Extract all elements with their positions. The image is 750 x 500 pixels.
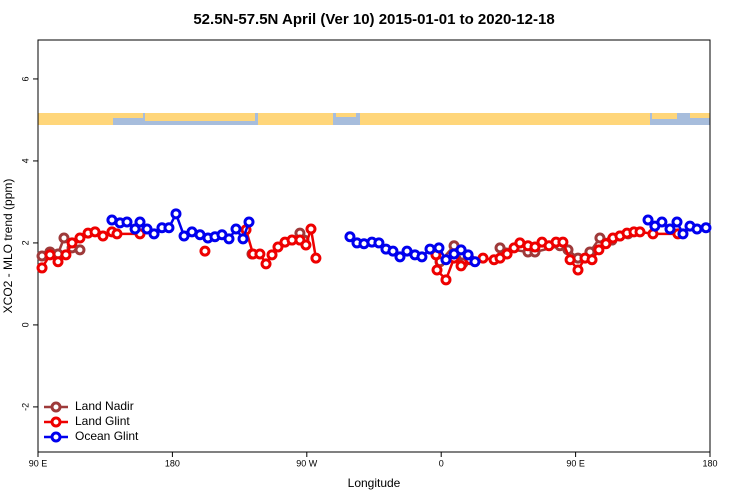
x-axis-label: Longitude [348, 476, 401, 490]
data-point [469, 256, 481, 268]
data-point [97, 230, 109, 242]
data-point [642, 214, 654, 226]
data-point [66, 237, 78, 249]
y-axis-label: XCO2 - MLO trend (ppm) [1, 179, 15, 314]
x-tick-label: 90 E [566, 458, 585, 468]
data-point [593, 244, 605, 256]
data-point [163, 222, 175, 234]
data-point [170, 208, 182, 220]
legend-marker [50, 431, 62, 443]
data-point [440, 274, 452, 286]
x-tick-label: 90 E [29, 458, 48, 468]
data-point [664, 223, 676, 235]
data-point [260, 258, 272, 270]
data-point [416, 251, 428, 263]
legend-marker [50, 401, 62, 413]
legend-label: Land Nadir [75, 399, 134, 413]
data-point [305, 223, 317, 235]
data-point [129, 223, 141, 235]
data-point [691, 223, 703, 235]
legend-marker [50, 416, 62, 428]
data-point [310, 252, 322, 264]
x-tick-label: 180 [165, 458, 180, 468]
data-point [586, 254, 598, 266]
data-point [440, 254, 452, 266]
data-point [634, 226, 646, 238]
data-point [600, 238, 612, 250]
data-point [424, 243, 436, 255]
data-point [237, 233, 249, 245]
data-point [178, 230, 190, 242]
y-tick-label: 6 [20, 76, 30, 81]
plot-frame [37, 39, 711, 453]
data-point [74, 244, 86, 256]
data-point [254, 248, 266, 260]
data-point [148, 228, 160, 240]
data-point [387, 245, 399, 257]
data-point [455, 260, 467, 272]
y-tick-label: -2 [20, 403, 30, 411]
data-point [199, 245, 211, 257]
data-point [141, 223, 153, 235]
data-point [266, 249, 278, 261]
x-tick-label: 90 W [296, 458, 318, 468]
data-point [433, 242, 445, 254]
data-point [557, 236, 569, 248]
data-point [243, 216, 255, 228]
data-point [373, 237, 385, 249]
data-point [501, 248, 513, 260]
data-point [121, 216, 133, 228]
data-point [455, 244, 467, 256]
land-mask-strip [38, 113, 710, 125]
data-point [656, 216, 668, 228]
data-point [572, 264, 584, 276]
data-point [462, 249, 474, 261]
data-point [60, 249, 72, 261]
y-tick-label: 4 [20, 158, 30, 163]
data-point [494, 242, 506, 254]
legend-label: Ocean Glint [75, 429, 139, 443]
data-point [431, 264, 443, 276]
legend-label: Land Glint [75, 414, 130, 428]
data-point [272, 241, 284, 253]
data-point [111, 228, 123, 240]
chart-title: 52.5N-57.5N April (Ver 10) 2015-01-01 to… [193, 11, 554, 28]
data-point [36, 262, 48, 274]
data-point [671, 216, 683, 228]
data-point [134, 216, 146, 228]
data-point [700, 222, 712, 234]
data-point [74, 232, 86, 244]
y-tick-label: 2 [20, 240, 30, 245]
data-point [58, 232, 70, 244]
data-point [44, 249, 56, 261]
x-tick-label: 0 [439, 458, 444, 468]
data-point [344, 231, 356, 243]
x-tick-label: 180 [702, 458, 717, 468]
y-tick-label: 0 [20, 322, 30, 327]
data-point [52, 256, 64, 268]
data-point [300, 239, 312, 251]
data-point [230, 223, 242, 235]
data-point [677, 228, 689, 240]
data-point [529, 241, 541, 253]
data-point [564, 254, 576, 266]
data-point [223, 233, 235, 245]
data-point [394, 251, 406, 263]
data-point [89, 226, 101, 238]
